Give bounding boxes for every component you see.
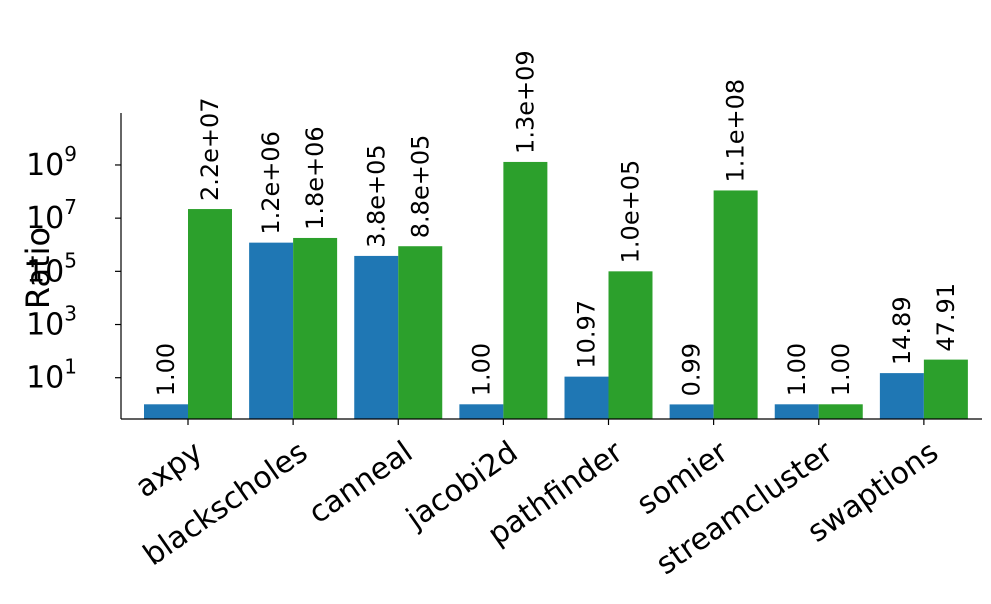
y-tick-exponent: 5	[64, 248, 77, 272]
y-tick-label-9: 109	[26, 142, 77, 183]
y-tick-exponent: 1	[64, 355, 77, 379]
x-ticks-layer: axpyblackscholescannealjacobi2dpathfinde…	[129, 419, 945, 582]
data-label-streamcluster-series-1: 1.00	[783, 343, 811, 396]
bar-canneal-series-1	[354, 255, 399, 419]
bar-pathfinder-series-2	[608, 271, 653, 419]
data-label-jacobi2d-series-1: 1.00	[467, 343, 495, 396]
data-label-somier-series-2: 1.1e+08	[722, 79, 750, 183]
bar-streamcluster-series-1	[774, 404, 819, 419]
data-label-pathfinder-series-1: 10.97	[573, 300, 601, 369]
y-tick-label-3: 103	[26, 302, 77, 343]
data-label-canneal-series-2: 8.8e+05	[406, 135, 434, 239]
bar-somier-series-1	[669, 404, 714, 419]
y-tick-exponent: 9	[64, 142, 77, 166]
data-label-somier-series-1: 0.99	[678, 343, 706, 396]
y-tick-label-1: 101	[26, 355, 77, 396]
bar-axpy-series-1	[144, 404, 188, 419]
bar-blackscholes-series-2	[293, 237, 338, 419]
bar-jacobi2d-series-1	[459, 404, 504, 419]
y-tick-base: 10	[26, 201, 64, 236]
data-label-pathfinder-series-2: 1.0e+05	[617, 160, 645, 264]
y-tick-label-7: 107	[26, 195, 77, 236]
bar-pathfinder-series-1	[564, 376, 609, 419]
data-label-axpy-series-2: 2.2e+07	[196, 97, 224, 201]
data-label-swaptions-series-2: 47.91	[932, 283, 960, 352]
data-label-blackscholes-series-1: 1.2e+06	[257, 131, 285, 235]
bar-axpy-series-2	[188, 209, 232, 419]
bars-layer	[144, 161, 968, 419]
data-label-swaptions-series-1: 14.89	[888, 296, 916, 365]
data-label-streamcluster-series-2: 1.00	[827, 343, 855, 396]
y-tick-base: 10	[26, 148, 64, 183]
y-tick-base: 10	[26, 254, 64, 289]
x-tick-label-canneal: canneal	[302, 435, 419, 531]
y-tick-label-5: 105	[26, 248, 77, 289]
y-axis-label: Ratio	[19, 227, 57, 309]
bar-canneal-series-2	[398, 246, 443, 419]
data-label-blackscholes-series-2: 1.8e+06	[301, 126, 329, 230]
y-tick-base: 10	[26, 308, 64, 343]
y-tick-exponent: 7	[64, 195, 77, 219]
data-labels-layer: 1.00 2.2e+07 1.2e+06 1.8e+06 3.8e+05 8.8e+05 1…	[152, 50, 960, 396]
data-label-canneal-series-1: 3.8e+05	[362, 144, 390, 248]
data-label-jacobi2d-series-2: 1.3e+09	[511, 50, 539, 154]
x-tick-label-axpy: axpy	[129, 435, 209, 506]
y-tick-exponent: 3	[64, 302, 77, 326]
x-tick-label-streamcluster: streamcluster	[650, 434, 840, 582]
bar-swaptions-series-1	[879, 373, 924, 419]
bar-jacobi2d-series-2	[503, 161, 548, 419]
bar-swaptions-series-2	[923, 359, 968, 419]
bar-somier-series-2	[713, 190, 758, 419]
data-label-axpy-series-1: 1.00	[152, 343, 180, 396]
y-tick-base: 10	[26, 361, 64, 396]
bar-streamcluster-series-2	[818, 404, 863, 419]
bar-blackscholes-series-1	[249, 242, 294, 419]
